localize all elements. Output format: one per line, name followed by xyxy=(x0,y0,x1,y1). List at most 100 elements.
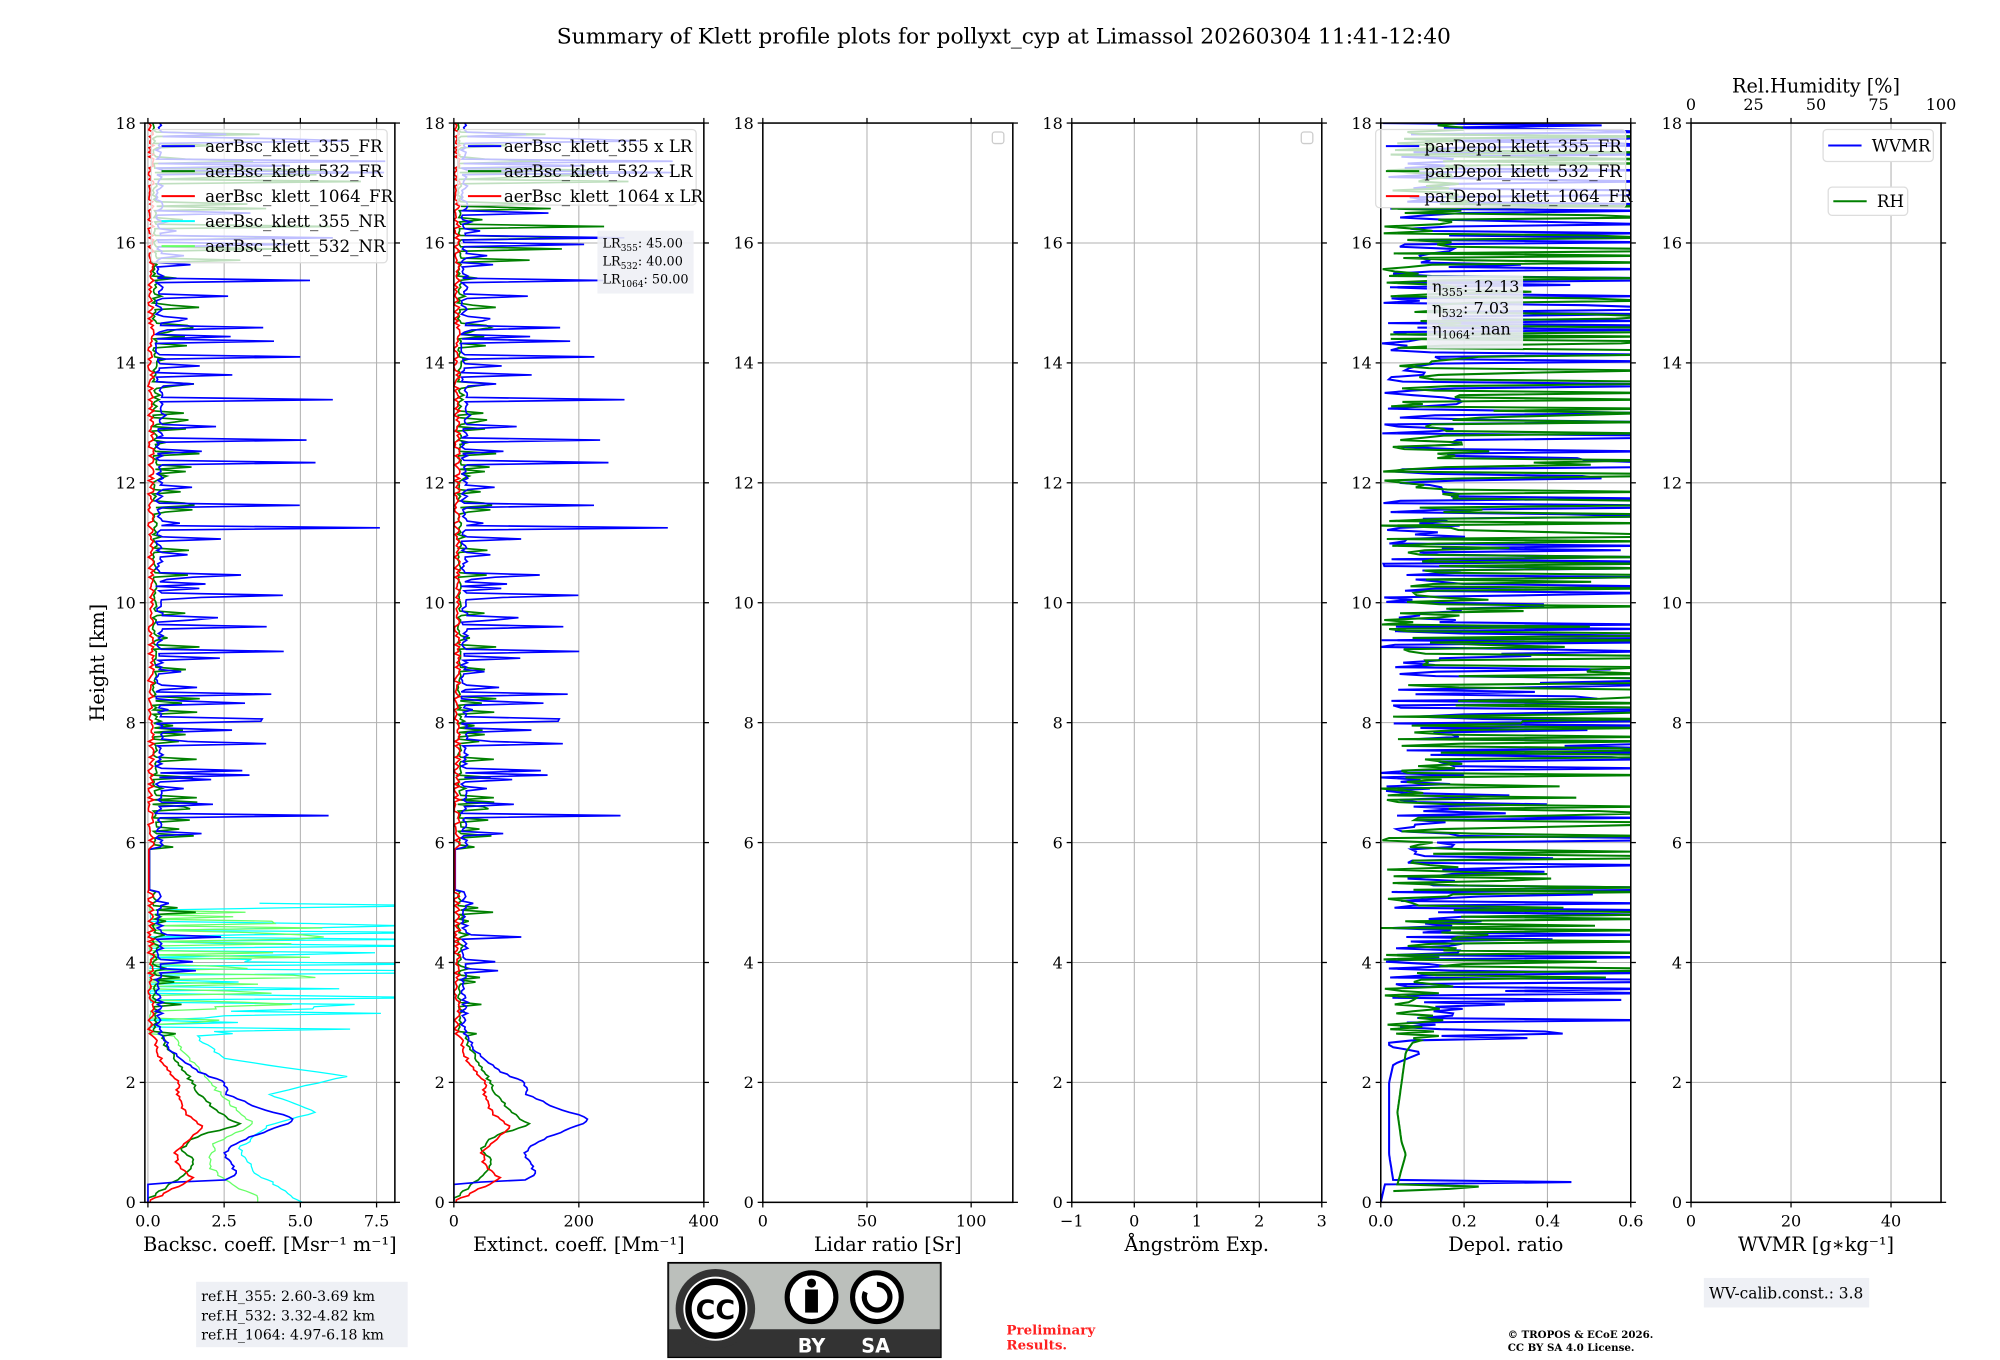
x-tick-label: 1 xyxy=(1192,1212,1202,1231)
svg-text:CC: CC xyxy=(696,1295,736,1326)
legend-label: aerBsc_klett_532 x LR xyxy=(504,162,693,181)
preliminary-note: Preliminary xyxy=(1006,1322,1096,1338)
panel-bsc: 0.0 2.5 5.0 7.5 0 2 4 6 8 10 12 14 16 18 Backsc. coeff… xyxy=(116,114,401,1256)
legend: parDepol_klett_355_FR parDepol_klett_532_… xyxy=(1375,128,1633,209)
y-tick-label: 8 xyxy=(126,713,136,732)
y-tick-label: 16 xyxy=(1662,234,1682,253)
x-axis-label: WVMR [g∗kg⁻¹] xyxy=(1738,1233,1894,1256)
x-tick-label: 2.5 xyxy=(211,1212,236,1231)
y-tick-label: 0 xyxy=(435,1193,445,1212)
series-line-aerBsc_klett_355_FR xyxy=(147,123,386,1203)
y-tick-label: 14 xyxy=(1351,354,1371,373)
ref-height-532: ref.H_532: 3.32-4.82 km xyxy=(201,1308,375,1324)
y-tick-label: 14 xyxy=(1662,354,1682,373)
series-line-aerBsc_klett_1064 x LR xyxy=(453,123,511,1203)
axes-frame xyxy=(1380,122,1632,1204)
y-tick-label: 0 xyxy=(744,1193,754,1212)
ref-height-1064: ref.H_1064: 4.97-6.18 km xyxy=(201,1327,384,1343)
y-tick-label: 2 xyxy=(1362,1073,1372,1092)
series-line-aerBsc_klett_532 x LR xyxy=(453,123,629,1203)
y-tick-label: 18 xyxy=(1662,114,1682,133)
y-tick-label: 10 xyxy=(1351,594,1371,613)
x-tick-label: 0 xyxy=(449,1212,459,1231)
x-tick-label: 100 xyxy=(956,1212,987,1231)
x-tick-label: 0 xyxy=(1686,1212,1696,1231)
y-tick-label: 10 xyxy=(733,594,753,613)
legend-rh: RH xyxy=(1827,186,1909,216)
y-tick-label: 10 xyxy=(424,594,444,613)
legend-label: parDepol_klett_355_FR xyxy=(1424,137,1622,156)
x-tick-label: 0 xyxy=(1129,1212,1139,1231)
y-tick-label: 12 xyxy=(1662,474,1682,493)
y-tick-label: 16 xyxy=(733,234,753,253)
x-tick-label: 0.0 xyxy=(1368,1212,1393,1231)
y-tick-label: 6 xyxy=(126,833,136,852)
series-line-aerBsc_klett_1064_FR xyxy=(146,123,204,1203)
y-tick-label: 4 xyxy=(435,953,445,972)
y-tick-label: 16 xyxy=(424,234,444,253)
y-tick-label: 6 xyxy=(1672,833,1682,852)
x-tick-label: 20 xyxy=(1781,1212,1801,1231)
x-axis-label: Depol. ratio xyxy=(1448,1233,1563,1256)
empty-legend xyxy=(991,131,1005,145)
legend-label: aerBsc_klett_532_NR xyxy=(205,237,386,256)
copyright-line-1: © TROPOS & ECoE 2026. xyxy=(1508,1329,1654,1341)
y-tick-label: 2 xyxy=(744,1073,754,1092)
svg-text:SA: SA xyxy=(861,1334,890,1357)
y-tick-label: 0 xyxy=(1672,1193,1682,1212)
legend-label: aerBsc_klett_1064_FR xyxy=(205,187,393,206)
legend-label: aerBsc_klett_532_FR xyxy=(205,162,383,181)
y-tick-label: 18 xyxy=(424,114,444,133)
y-tick-label: 10 xyxy=(116,594,136,613)
x-tick-label: 400 xyxy=(689,1212,720,1231)
x-tick-label: 0.4 xyxy=(1535,1212,1560,1231)
y-tick-label: 12 xyxy=(733,474,753,493)
y-tick-label: 16 xyxy=(1042,234,1062,253)
y-tick-label: 16 xyxy=(116,234,136,253)
y-tick-label: 4 xyxy=(1672,953,1682,972)
sa-icon xyxy=(850,1270,904,1325)
y-tick-label: 8 xyxy=(1672,713,1682,732)
y-tick-label: 0 xyxy=(1362,1193,1372,1212)
axes-frame xyxy=(1690,122,1942,1204)
x-tick-label: −1 xyxy=(1060,1212,1084,1231)
x-tick-label: 5.0 xyxy=(288,1212,313,1231)
y-tick-label: 12 xyxy=(116,474,136,493)
y-tick-label: 2 xyxy=(435,1073,445,1092)
copyright-line-2: CC BY SA 4.0 License. xyxy=(1508,1342,1635,1354)
panel-wv: 0 20 40 0 2 4 6 8 10 12 14 16 18 WVMR [g∗kg⁻¹] 0 25 50 75… xyxy=(1662,74,1957,1256)
x-axis-label: Lidar ratio [Sr] xyxy=(814,1233,962,1256)
top-x-tick-label: 75 xyxy=(1868,95,1888,114)
y-tick-label: 14 xyxy=(733,354,753,373)
x-tick-label: 7.5 xyxy=(364,1212,389,1231)
annotation-line: LR532: 40.00 xyxy=(603,254,683,272)
x-tick-label: 3 xyxy=(1317,1212,1327,1231)
preliminary-note-2: Results. xyxy=(1006,1338,1067,1354)
x-tick-label: 2 xyxy=(1254,1212,1264,1231)
y-tick-label: 4 xyxy=(126,953,136,972)
y-tick-label: 4 xyxy=(1362,953,1372,972)
axes-frame xyxy=(762,122,1014,1204)
panel-ext: 0 200 400 0 2 4 6 8 10 12 14 16 18 Extinct. coeff. [M… xyxy=(424,114,719,1256)
legend-label: parDepol_klett_532_FR xyxy=(1424,162,1622,181)
y-tick-label: 14 xyxy=(1042,354,1062,373)
y-tick-label: 6 xyxy=(1053,833,1063,852)
series-line-aerBsc_klett_355 x LR xyxy=(453,123,673,1203)
annotation-line: LR355: 45.00 xyxy=(603,236,683,254)
y-tick-label: 10 xyxy=(1662,594,1682,613)
y-tick-label: 0 xyxy=(1053,1193,1063,1212)
y-tick-label: 2 xyxy=(126,1073,136,1092)
y-tick-label: 18 xyxy=(1351,114,1371,133)
legend-label: aerBsc_klett_355_FR xyxy=(205,137,383,156)
series-line-aerBsc_klett_532_FR xyxy=(147,123,361,1203)
y-tick-label: 18 xyxy=(116,114,136,133)
y-tick-label: 8 xyxy=(1053,713,1063,732)
figure-title: Summary of Klett profile plots for polly… xyxy=(557,25,1451,50)
y-tick-label: 8 xyxy=(435,713,445,732)
annotation-line: η532: 7.03 xyxy=(1432,298,1509,320)
legend-label: aerBsc_klett_355 x LR xyxy=(504,137,693,156)
y-tick-label: 4 xyxy=(1053,953,1063,972)
legend-label: aerBsc_klett_1064 x LR xyxy=(504,187,704,206)
